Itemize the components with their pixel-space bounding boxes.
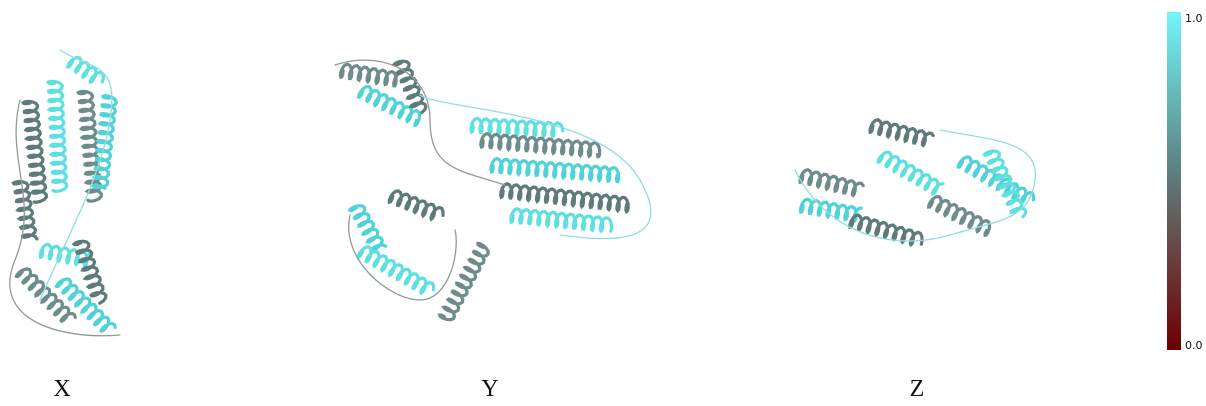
helix xyxy=(387,189,445,222)
helix xyxy=(489,156,621,184)
helix xyxy=(54,277,117,334)
coil xyxy=(348,214,457,301)
helix xyxy=(90,94,119,190)
helix xyxy=(509,206,614,234)
helix xyxy=(798,168,865,198)
helix xyxy=(868,118,935,148)
helix xyxy=(71,239,108,305)
helix xyxy=(45,79,69,193)
helix xyxy=(347,204,388,252)
colorbar-max-label: 1.0 xyxy=(1185,12,1203,25)
helix xyxy=(499,182,630,215)
helix xyxy=(798,197,863,223)
helix xyxy=(982,149,1028,219)
coil xyxy=(39,49,113,301)
helix xyxy=(11,179,39,241)
helix xyxy=(356,245,436,296)
coil xyxy=(334,59,506,186)
panel-label: Y xyxy=(481,376,498,402)
structures xyxy=(9,49,1036,337)
colorbar-min-label: 0.0 xyxy=(1185,339,1203,352)
panel-label: X xyxy=(53,376,70,402)
helix xyxy=(926,195,992,238)
coil xyxy=(9,99,121,337)
helix xyxy=(848,213,924,248)
panel-label: Z xyxy=(910,376,925,402)
helix xyxy=(469,116,565,139)
helix xyxy=(65,55,106,85)
helix xyxy=(876,150,945,197)
helix xyxy=(75,89,103,203)
helix xyxy=(479,131,602,159)
coil xyxy=(794,129,1036,242)
helix xyxy=(20,99,49,204)
helix xyxy=(437,241,490,322)
coil xyxy=(419,94,652,240)
helix xyxy=(14,267,77,324)
helix xyxy=(356,85,422,128)
colorbar xyxy=(1167,12,1181,350)
helix xyxy=(338,62,403,88)
